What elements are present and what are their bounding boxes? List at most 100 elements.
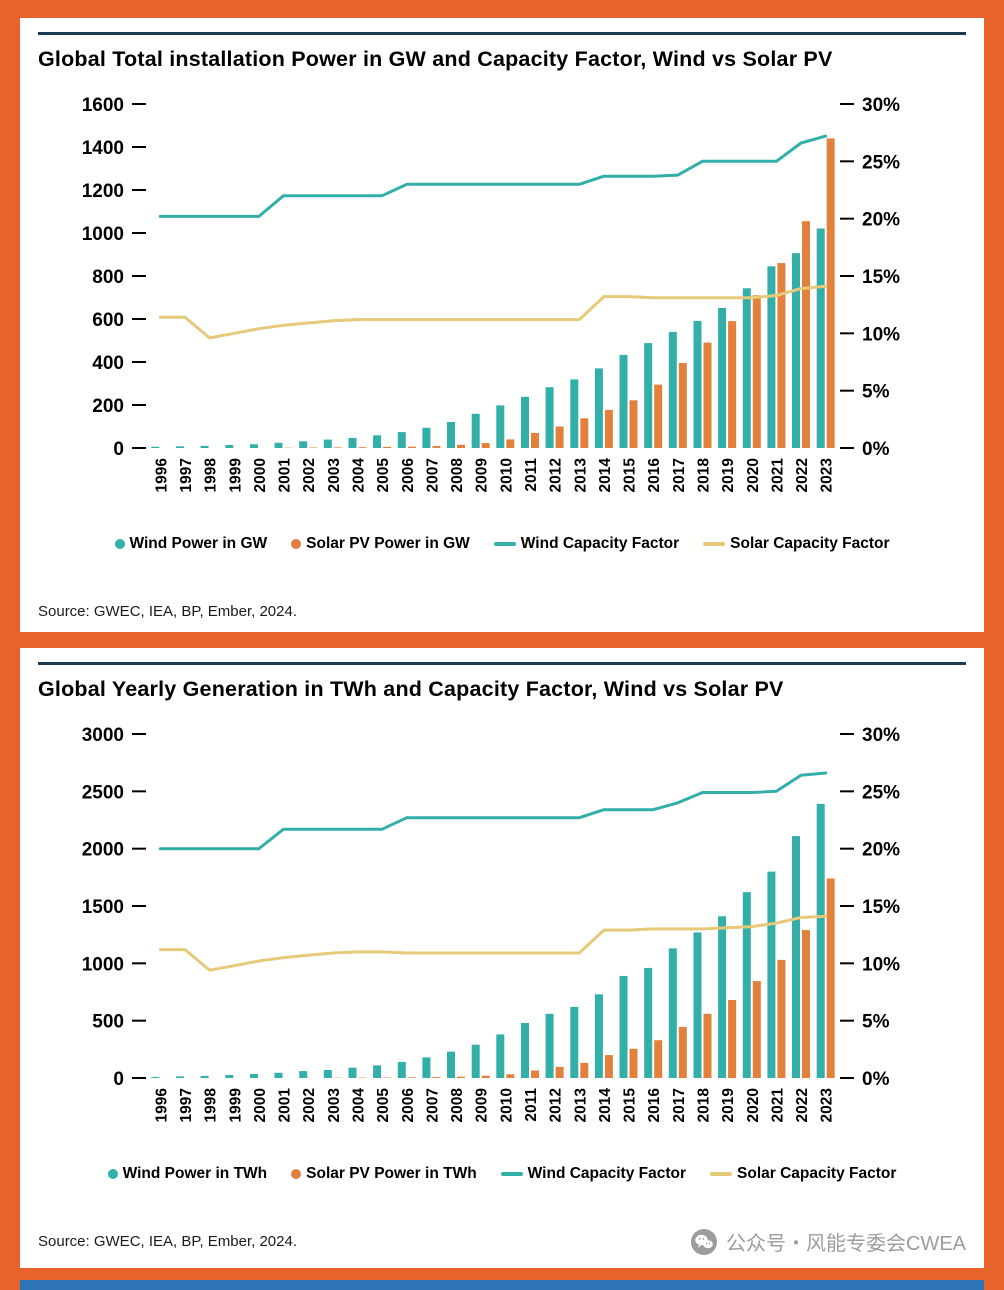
svg-text:2004: 2004	[350, 1088, 367, 1123]
svg-text:1999: 1999	[227, 1088, 244, 1123]
legend-label: Solar PV Power in GW	[306, 535, 470, 552]
svg-text:25%: 25%	[862, 152, 900, 173]
svg-text:3000: 3000	[82, 725, 124, 746]
svg-text:30%: 30%	[862, 725, 900, 746]
svg-text:0: 0	[113, 439, 124, 460]
panel-generation: Global Yearly Generation in TWh and Capa…	[20, 648, 984, 1268]
svg-text:2014: 2014	[597, 458, 614, 493]
svg-text:0%: 0%	[862, 439, 890, 460]
svg-text:2001: 2001	[277, 458, 294, 493]
legend-label: Wind Power in TWh	[122, 1165, 268, 1182]
svg-text:2019: 2019	[720, 458, 737, 493]
legend-item-solar-cf: Solar Capacity Factor	[710, 1165, 896, 1183]
svg-text:20%: 20%	[862, 210, 900, 231]
svg-text:2001: 2001	[277, 1088, 294, 1123]
svg-text:2016: 2016	[646, 458, 663, 493]
panel-installation: Global Total installation Power in GW an…	[20, 18, 984, 632]
svg-text:20%: 20%	[862, 840, 900, 861]
svg-text:1997: 1997	[178, 458, 195, 492]
svg-text:2009: 2009	[474, 458, 491, 493]
svg-text:10%: 10%	[862, 324, 900, 345]
svg-text:2023: 2023	[819, 458, 836, 493]
svg-text:2013: 2013	[572, 1088, 589, 1123]
svg-text:400: 400	[92, 353, 124, 374]
wechat-icon	[691, 1228, 717, 1255]
svg-text:15%: 15%	[862, 267, 900, 288]
svg-text:2017: 2017	[671, 458, 688, 492]
legend-item-wind-cf: Wind Capacity Factor	[500, 1165, 687, 1183]
solar-bar-marker-icon	[291, 539, 302, 549]
legend-item-solar-cf: Solar Capacity Factor	[703, 535, 890, 553]
legend-label: Solar Capacity Factor	[737, 1165, 897, 1182]
panel-footer: Source: GWEC, IEA, BP, Ember, 2024. 公众号・…	[38, 1227, 966, 1256]
svg-text:2011: 2011	[523, 458, 540, 492]
svg-text:2018: 2018	[695, 1088, 712, 1123]
svg-text:1999: 1999	[227, 458, 244, 493]
installation-legend: Wind Power in GW Solar PV Power in GW Wi…	[38, 535, 966, 553]
svg-text:2006: 2006	[400, 1088, 417, 1123]
svg-text:1000: 1000	[82, 224, 124, 245]
svg-text:2003: 2003	[326, 1088, 343, 1123]
legend-item-wind-power: Wind Power in TWh	[107, 1165, 268, 1183]
svg-text:2019: 2019	[720, 1088, 737, 1123]
legend-item-solar-power: Solar PV Power in GW	[291, 535, 470, 553]
legend-item-solar-power: Solar PV Power in TWh	[291, 1165, 477, 1183]
solar-line-marker-icon	[710, 1172, 733, 1176]
generation-legend: Wind Power in TWh Solar PV Power in TWh …	[38, 1165, 966, 1183]
svg-text:1200: 1200	[82, 181, 124, 202]
legend-item-wind-power: Wind Power in GW	[114, 535, 268, 553]
svg-text:2005: 2005	[375, 458, 392, 493]
svg-text:2012: 2012	[548, 458, 565, 492]
svg-text:1998: 1998	[203, 458, 220, 493]
installation-chart: 0 200 400 600 800 1000 1200 1400 1600 0% 5% 10% 15% 2…	[82, 95, 900, 493]
legend-label: Wind Capacity Factor	[527, 1165, 687, 1182]
svg-text:2012: 2012	[548, 1088, 565, 1122]
solar-bar-marker-icon	[291, 1169, 302, 1179]
panel-top-rule	[38, 662, 966, 665]
svg-text:2006: 2006	[400, 458, 417, 493]
svg-text:2002: 2002	[301, 1088, 318, 1122]
svg-text:15%: 15%	[862, 897, 900, 918]
svg-text:1400: 1400	[82, 138, 124, 159]
svg-text:2003: 2003	[326, 458, 343, 493]
solar-line-marker-icon	[703, 542, 726, 546]
svg-text:2008: 2008	[449, 1088, 466, 1123]
svg-text:2013: 2013	[572, 458, 589, 493]
legend-label: Wind Capacity Factor	[520, 535, 680, 552]
svg-text:1996: 1996	[153, 1088, 170, 1123]
wind-line-marker-icon	[493, 542, 516, 546]
svg-text:2016: 2016	[646, 1088, 663, 1123]
wind-bar-marker-icon	[114, 539, 125, 549]
svg-text:2500: 2500	[82, 782, 124, 803]
svg-text:2020: 2020	[745, 458, 762, 492]
svg-text:2000: 2000	[252, 458, 269, 492]
panel-top-rule	[38, 32, 966, 35]
svg-text:1600: 1600	[82, 95, 124, 116]
svg-text:5%: 5%	[862, 382, 890, 403]
svg-text:600: 600	[92, 310, 124, 331]
svg-text:2007: 2007	[424, 1088, 441, 1122]
svg-text:2010: 2010	[498, 458, 515, 492]
legend-label: Wind Power in GW	[129, 535, 268, 552]
svg-text:2022: 2022	[794, 1088, 811, 1122]
svg-text:2000: 2000	[82, 840, 124, 861]
svg-text:25%: 25%	[862, 782, 900, 803]
svg-text:1997: 1997	[178, 1088, 195, 1122]
svg-text:2010: 2010	[498, 1088, 515, 1122]
source-note: Source: GWEC, IEA, BP, Ember, 2024.	[38, 603, 298, 620]
svg-text:2000: 2000	[252, 1088, 269, 1122]
wind-line-marker-icon	[500, 1172, 523, 1176]
svg-text:0: 0	[113, 1069, 124, 1090]
svg-text:2021: 2021	[769, 1088, 786, 1123]
legend-item-wind-cf: Wind Capacity Factor	[493, 535, 680, 553]
legend-label: Solar PV Power in TWh	[306, 1165, 477, 1182]
svg-text:500: 500	[92, 1012, 124, 1033]
svg-text:1000: 1000	[82, 954, 124, 975]
svg-text:2007: 2007	[424, 458, 441, 492]
svg-text:1996: 1996	[153, 458, 170, 493]
svg-text:2015: 2015	[622, 1088, 639, 1123]
svg-text:0%: 0%	[862, 1069, 890, 1090]
svg-text:2018: 2018	[695, 458, 712, 493]
svg-text:2020: 2020	[745, 1088, 762, 1122]
